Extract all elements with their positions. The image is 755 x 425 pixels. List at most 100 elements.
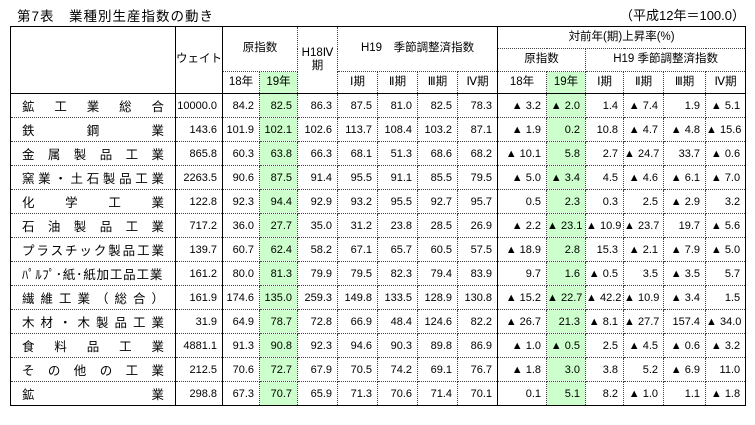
cell-weight: 717.2: [175, 213, 223, 238]
cell-yoy-q3: ▲ 7.9: [663, 237, 707, 262]
table-row: プラスチック製品工業 139.7 60.7 62.4 58.2 67.1 65.7 60.5 5…: [10, 237, 747, 262]
cell-h19-q2: 95.5: [377, 189, 418, 214]
cell-h19-q1: 68.1: [337, 141, 378, 166]
cell-h19-q1: 87.5: [337, 93, 378, 118]
cell-yoy-q3: ▲ 6.9: [663, 357, 707, 382]
cell-h18q4: 35.0: [297, 213, 338, 238]
cell-h19-q3: 71.4: [417, 381, 458, 406]
row-label: 鉱工業総合: [10, 93, 176, 118]
cell-yoy-y19: 3.0: [546, 357, 587, 382]
cell-h19-q1: 95.5: [337, 165, 378, 190]
cell-weight: 865.8: [175, 141, 223, 166]
cell-weight: 139.7: [175, 237, 223, 262]
top-bar: 第7表 業種別生産指数の動き （平成12年＝100.0）: [0, 0, 755, 26]
cell-yoy-y18: 9.7: [497, 261, 548, 286]
cell-h19-q2: 51.3: [377, 141, 418, 166]
cell-yoy-q2: ▲ 4.5: [623, 333, 665, 358]
cell-yoy-q3: ▲ 0.6: [663, 333, 707, 358]
cell-h19-q3: 68.6: [417, 141, 458, 166]
cell-orig-y18: 36.0: [222, 213, 260, 238]
cell-weight: 143.6: [175, 117, 223, 142]
cell-yoy-y18: ▲ 1.0: [497, 333, 548, 358]
cell-h19-q1: 79.5: [337, 261, 378, 286]
table-row: 木材・木製品工業 31.9 64.9 78.7 72.8 66.9 48.4 124.6 82.…: [10, 309, 747, 334]
cell-yoy-y19: ▲ 23.1: [546, 213, 587, 238]
cell-orig-y19: 90.8: [259, 333, 298, 358]
cell-h19-q1: 70.5: [337, 357, 378, 382]
cell-h19-q4: 70.1: [456, 381, 499, 406]
cell-h18q4: 66.3: [297, 141, 338, 166]
production-index-table: ウェイト 原指数 H18Ⅳ期 H19 季節調整済指数 対前年(期)上昇率(%) …: [10, 26, 747, 406]
table-row: 窯業・土石製品工業 2263.5 90.6 87.5 91.4 95.5 91.1 85.5 7…: [10, 165, 747, 190]
col-header-yoy-q2: Ⅱ期: [623, 71, 665, 94]
cell-yoy-q3: ▲ 6.1: [663, 165, 707, 190]
col-header-yoy-q4: Ⅳ期: [705, 71, 747, 94]
cell-h19-q1: 149.8: [337, 285, 378, 310]
cell-yoy-y18: 0.5: [497, 189, 548, 214]
cell-yoy-q4: ▲ 34.0: [705, 309, 747, 334]
cell-h18q4: 72.8: [297, 309, 338, 334]
cell-yoy-q2: ▲ 23.7: [623, 213, 665, 238]
cell-yoy-q3: ▲ 3.4: [663, 285, 707, 310]
cell-yoy-q3: 1.9: [663, 93, 707, 118]
cell-h18q4: 86.3: [297, 93, 338, 118]
col-header-orig-y19: 19年: [259, 71, 298, 94]
cell-h19-q1: 93.2: [337, 189, 378, 214]
row-label: 鉄鋼業: [10, 117, 176, 142]
cell-yoy-y18: ▲ 3.2: [497, 93, 548, 118]
table-row: ﾊﾟﾙﾌﾟ･紙･紙加工品工業 161.2 80.0 81.3 79.9 79.5 82.3 7…: [10, 261, 747, 286]
cell-h19-q2: 70.6: [377, 381, 418, 406]
table-row: 金属製品工業 865.8 60.3 63.8 66.3 68.1 51.3 68.6 68.2 ▲…: [10, 141, 747, 166]
cell-yoy-q2: ▲ 27.7: [623, 309, 665, 334]
cell-yoy-y18: ▲ 1.9: [497, 117, 548, 142]
cell-yoy-q4: ▲ 5.1: [705, 93, 747, 118]
cell-h19-q4: 95.7: [456, 189, 499, 214]
col-header-h18q4: H18Ⅳ期: [297, 26, 338, 94]
cell-h19-q2: 74.2: [377, 357, 418, 382]
base-year-note: （平成12年＝100.0）: [620, 8, 745, 23]
cell-yoy-q2: 3.5: [623, 261, 665, 286]
cell-weight: 161.9: [175, 285, 223, 310]
cell-h19-q3: 69.1: [417, 357, 458, 382]
col-header-h19-q2: Ⅱ期: [377, 71, 418, 94]
cell-yoy-y19: ▲ 0.5: [546, 333, 587, 358]
cell-yoy-y19: 21.3: [546, 309, 587, 334]
cell-yoy-q2: 2.5: [623, 189, 665, 214]
cell-yoy-y18: ▲ 26.7: [497, 309, 548, 334]
table-header: ウェイト 原指数 H18Ⅳ期 H19 季節調整済指数 対前年(期)上昇率(%) …: [10, 26, 747, 94]
cell-yoy-q2: ▲ 1.0: [623, 381, 665, 406]
cell-yoy-q1: 0.3: [585, 189, 625, 214]
cell-orig-y19: 62.4: [259, 237, 298, 262]
cell-yoy-q1: 3.8: [585, 357, 625, 382]
cell-yoy-q1: ▲ 0.5: [585, 261, 625, 286]
corner-cell: [10, 26, 176, 94]
col-header-yoy-y19: 19年: [546, 71, 587, 94]
cell-h19-q3: 128.9: [417, 285, 458, 310]
cell-yoy-q3: 33.7: [663, 141, 707, 166]
cell-yoy-q1: 2.5: [585, 333, 625, 358]
row-label: 窯業・土石製品工業: [10, 165, 176, 190]
cell-yoy-q4: 11.0: [705, 357, 747, 382]
cell-h19-q4: 26.9: [456, 213, 499, 238]
cell-yoy-y18: ▲ 15.2: [497, 285, 548, 310]
cell-h19-q2: 81.0: [377, 93, 418, 118]
cell-h19-q3: 89.8: [417, 333, 458, 358]
cell-yoy-q2: ▲ 24.7: [623, 141, 665, 166]
cell-yoy-q1: 15.3: [585, 237, 625, 262]
cell-yoy-q2: ▲ 4.7: [623, 117, 665, 142]
cell-yoy-q3: ▲ 4.8: [663, 117, 707, 142]
row-label: 化学工業: [10, 189, 176, 214]
cell-orig-y18: 70.6: [222, 357, 260, 382]
cell-h19-q3: 82.5: [417, 93, 458, 118]
cell-yoy-q4: 3.2: [705, 189, 747, 214]
table-row: 化学工業 122.8 92.3 94.4 92.9 93.2 95.5 92.7 95.7 0.5…: [10, 189, 747, 214]
cell-orig-y19: 70.7: [259, 381, 298, 406]
cell-h19-q2: 23.8: [377, 213, 418, 238]
cell-orig-y19: 135.0: [259, 285, 298, 310]
cell-yoy-q2: ▲ 10.9: [623, 285, 665, 310]
cell-h19-q2: 108.4: [377, 117, 418, 142]
col-header-yoy-seasonal: H19 季節調整済指数: [585, 48, 747, 72]
cell-yoy-q3: 19.7: [663, 213, 707, 238]
col-header-original-index: 原指数: [222, 26, 298, 72]
col-header-orig-y18: 18年: [222, 71, 260, 94]
